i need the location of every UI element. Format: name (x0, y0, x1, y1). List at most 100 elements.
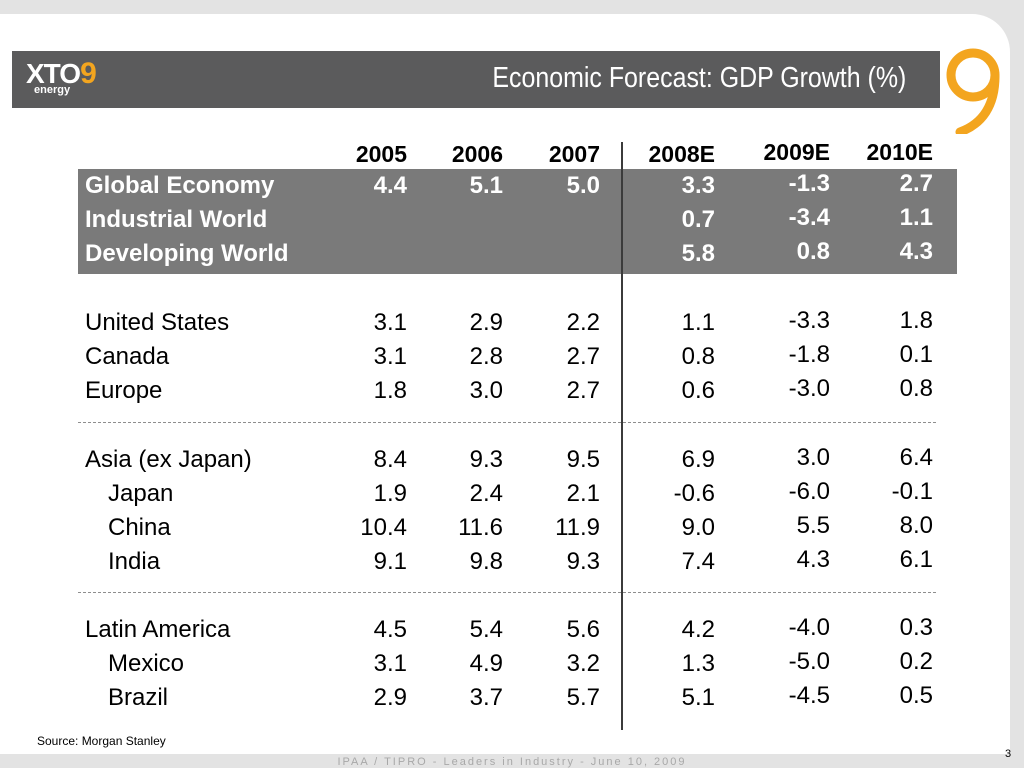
table-cell: 6.1 (899, 546, 933, 573)
table-cell: 10.4 (360, 514, 407, 541)
table-cell: 11.6 (458, 514, 503, 541)
table-cell: 4.3 (796, 546, 830, 573)
table-cell: 4.2 (681, 616, 715, 643)
table-cell: 0.8 (899, 375, 933, 402)
table-cell: 5.6 (566, 616, 600, 643)
nine-emblem-icon (946, 48, 1000, 134)
slide-title: Economic Forecast: GDP Growth (%) (492, 62, 906, 94)
col-header-2007: 2007 (548, 141, 600, 167)
xto-logo: XTO9 (26, 57, 97, 90)
table-cell: 3.3 (681, 172, 715, 199)
table-cell: 4.9 (469, 650, 503, 677)
table-cell: 9.1 (373, 548, 407, 575)
row-label: Brazil (108, 684, 169, 711)
table-cell: 8.0 (899, 512, 933, 539)
logo-energy: energy (34, 84, 71, 96)
table-cell: 4.4 (373, 172, 407, 199)
highlight-band (78, 169, 957, 274)
row-label: Japan (108, 480, 174, 507)
row-label: United States (85, 309, 230, 336)
table-cell: 3.1 (373, 650, 407, 677)
footer-text: IPAA / TIPRO - Leaders in Industry - Jun… (337, 756, 687, 768)
table-cell: 1.8 (373, 377, 407, 404)
row-label: Developing World (85, 240, 289, 267)
table-cell: 3.2 (566, 650, 600, 677)
table-cell: 11.9 (555, 514, 600, 541)
table-cell: 2.1 (566, 480, 600, 507)
table-cell: 4.3 (899, 238, 933, 265)
table-cell: 0.6 (681, 377, 715, 404)
table-cell: 2.7 (566, 377, 600, 404)
table-cell: -3.0 (788, 375, 830, 402)
table-cell: -5.0 (788, 648, 830, 675)
table-cell: 0.8 (796, 238, 830, 265)
table-cell: 3.1 (373, 343, 407, 370)
row-label: Mexico (108, 650, 185, 677)
table-cell: 1.1 (899, 204, 933, 231)
table-cell: 8.4 (373, 446, 407, 473)
header-bar (12, 51, 940, 108)
table-cell: 0.3 (899, 614, 933, 641)
table-cell: 1.9 (373, 480, 407, 507)
table-cell: 2.7 (566, 343, 600, 370)
table-cell: -4.5 (788, 682, 830, 709)
table-cell: 6.9 (681, 446, 715, 473)
row-label: Latin America (85, 616, 231, 643)
table-cell: 7.4 (681, 548, 715, 575)
row-label: Global Economy (85, 172, 275, 199)
table-cell: 5.5 (796, 512, 830, 539)
table-cell: 2.7 (899, 170, 933, 197)
table-cell: 9.8 (469, 548, 503, 575)
col-header-2008e: 2008E (648, 141, 715, 167)
divider-2 (78, 592, 936, 593)
table-cell: 2.4 (469, 480, 503, 507)
table-cell: 5.1 (469, 172, 503, 199)
table-cell: 2.8 (469, 343, 503, 370)
col-header-2009e: 2009E (763, 139, 830, 165)
table-cell: -0.6 (673, 480, 715, 507)
row-label: Europe (85, 377, 163, 404)
table-cell: 1.1 (681, 309, 715, 336)
table-cell: 5.8 (681, 240, 715, 267)
table-cell: 6.4 (899, 444, 933, 471)
table-cell: 5.7 (566, 684, 600, 711)
table-cell: 9.3 (566, 548, 600, 575)
col-header-2010e: 2010E (866, 139, 933, 165)
table-cell: 0.5 (899, 682, 933, 709)
table-cell: 5.4 (469, 616, 503, 643)
row-label: India (108, 548, 161, 575)
table-cell: 1.3 (681, 650, 715, 677)
table-cell: 5.0 (566, 172, 600, 199)
table-cell: 9.3 (469, 446, 503, 473)
slide-background (0, 14, 1010, 754)
table-cell: -1.3 (788, 170, 830, 197)
table-cell: 0.8 (681, 343, 715, 370)
table-cell: 3.1 (373, 309, 407, 336)
logo-text: XTO (26, 58, 81, 89)
logo-nine: 9 (80, 57, 97, 90)
col-header-2006: 2006 (451, 141, 503, 167)
table-cell: 2.2 (566, 309, 600, 336)
table-cell: 3.0 (469, 377, 503, 404)
table-cell: 0.1 (899, 341, 933, 368)
page-number: 3 (1005, 748, 1012, 760)
table-cell: -1.8 (788, 341, 830, 368)
row-label: Canada (85, 343, 170, 370)
table-cell: -6.0 (788, 478, 830, 505)
table-cell: 3.7 (469, 684, 503, 711)
row-label: China (108, 514, 171, 541)
row-label: Asia (ex Japan) (85, 446, 252, 473)
col-header-2005: 2005 (355, 141, 407, 167)
table-cell: -4.0 (788, 614, 830, 641)
table-cell: 9.5 (566, 446, 600, 473)
table-cell: 3.0 (796, 444, 830, 471)
divider-1 (78, 422, 936, 423)
table-cell: -3.3 (788, 307, 830, 334)
row-label: Industrial World (85, 206, 268, 233)
table-cell: 9.0 (681, 514, 715, 541)
source-note: Source: Morgan Stanley (37, 734, 166, 748)
table-cell: 2.9 (373, 684, 407, 711)
table-cell: -0.1 (891, 478, 933, 505)
table-cell: 1.8 (899, 307, 933, 334)
table-cell: 0.7 (681, 206, 715, 233)
